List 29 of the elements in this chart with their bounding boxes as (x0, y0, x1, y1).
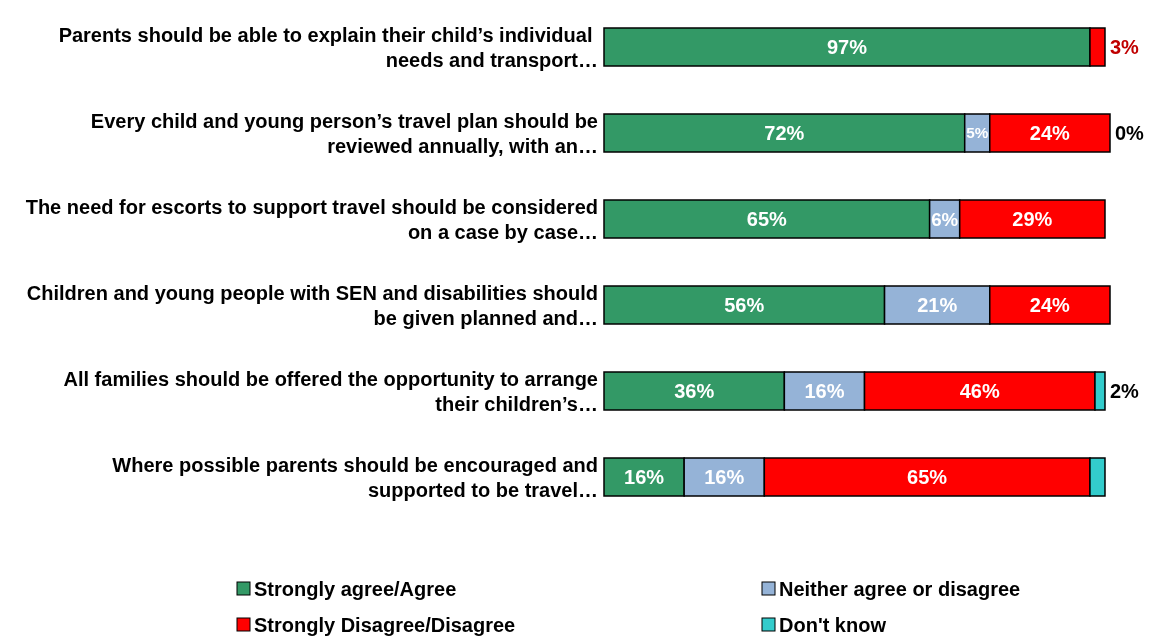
data-label: 2% (1109, 380, 1140, 402)
data-label: 72% (764, 122, 805, 144)
legend-label: Strongly Disagree/Disagree (254, 614, 516, 636)
y-tick-label: Parents should be able to explain their child’s individual needs and transport… (58, 23, 598, 71)
data-label: 46% (959, 380, 1000, 402)
data-label: 29% (1012, 208, 1053, 230)
legend-label: Strongly agree/Agree (254, 578, 457, 600)
data-label: 24% (1029, 122, 1071, 144)
data-label: 65% (746, 208, 788, 230)
y-tick-label: All families should be offered the opportunity to arrange their children’s… (63, 367, 598, 415)
legend-label: Don't know (779, 614, 887, 636)
data-label: 21% (917, 294, 958, 316)
data-label: 65% (907, 466, 948, 488)
y-tick-label: Where possible parents should be encouraged and supported to be travel… (112, 453, 598, 501)
data-label: 3% (1109, 36, 1140, 58)
data-label: 16% (804, 380, 845, 402)
y-tick-label: The need for escorts to support travel should be considered on a case by case… (25, 195, 598, 243)
data-label: 56% (724, 294, 765, 316)
legend-label: Neither agree or disagree (779, 578, 1021, 600)
y-tick-label: Every child and young person’s travel plan should be reviewed annually, with an… (90, 109, 598, 157)
data-label: 97% (826, 36, 868, 58)
data-label: 24% (1029, 294, 1071, 316)
data-label: 16% (624, 466, 665, 488)
data-label: 5% (966, 124, 989, 142)
data-label: 16% (704, 466, 745, 488)
data-label: 36% (674, 380, 715, 402)
y-tick-label: Children and young people with SEN and disabilities should be given planned and… (26, 281, 598, 329)
data-label: 6% (931, 208, 959, 230)
data-label: 0% (1115, 122, 1145, 144)
